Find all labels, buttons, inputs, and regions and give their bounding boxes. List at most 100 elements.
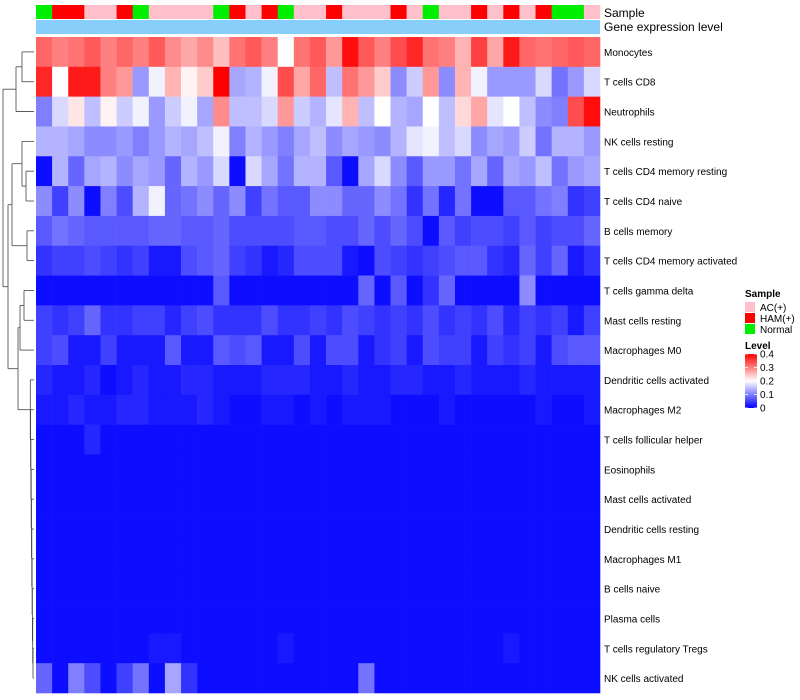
heatmap-cell [213, 365, 230, 396]
heatmap-cell [454, 126, 472, 157]
heatmap-cell [245, 305, 262, 336]
heatmap-cell [277, 37, 295, 68]
heatmap-cell [52, 66, 69, 97]
heatmap-cell [293, 394, 311, 425]
heatmap-cell [487, 245, 504, 276]
heatmap-cell [277, 663, 295, 694]
heatmap-cell [342, 245, 359, 276]
heatmap-cell [406, 365, 424, 396]
row-label: NK cells resting [604, 137, 673, 148]
heatmap-cell [567, 543, 585, 575]
heatmap-cell [342, 66, 359, 97]
heatmap-cell [390, 245, 407, 276]
heatmap-cell [181, 424, 198, 455]
heatmap-cell [261, 365, 279, 396]
heatmap-cell [52, 514, 69, 545]
heatmap-cell [390, 514, 407, 545]
heatmap-cell [374, 365, 391, 396]
heatmap-cell [261, 126, 279, 157]
heatmap-cell [358, 633, 375, 664]
heatmap-cell [374, 66, 391, 97]
heatmap-cell [519, 245, 536, 276]
heatmap-cell [342, 633, 359, 664]
heatmap-cell [471, 454, 488, 485]
heatmap-cell [454, 543, 472, 575]
heatmap-cell [132, 573, 150, 604]
heatmap-cell [213, 305, 230, 336]
heatmap-cell [84, 96, 101, 127]
heatmap-cell [471, 245, 488, 276]
heatmap-cell [551, 245, 569, 276]
heatmap-cell [438, 96, 456, 127]
heatmap-cell [471, 66, 488, 97]
heatmap-cell [422, 663, 440, 694]
heatmap-cell [148, 663, 166, 694]
heatmap-cell [148, 454, 166, 485]
heatmap-cell [503, 663, 520, 694]
heatmap-cell [197, 394, 214, 425]
heatmap-cell [471, 275, 488, 306]
heatmap-cell [454, 365, 472, 396]
heatmap-cell [293, 484, 311, 515]
heatmap-cell [471, 37, 488, 68]
heatmap-cell [454, 305, 472, 336]
heatmap-cell [116, 275, 133, 306]
heatmap-cell [293, 215, 311, 247]
heatmap-cell [358, 424, 375, 455]
heatmap-cell [519, 305, 536, 336]
heatmap-cell [583, 543, 601, 575]
heatmap-cell [358, 186, 375, 217]
heatmap-cell [52, 394, 69, 425]
heatmap-cell [583, 215, 601, 247]
heatmap-cell [213, 514, 230, 545]
heatmap-cell [471, 96, 488, 127]
heatmap-cell [84, 37, 101, 68]
heatmap-cell [567, 663, 585, 694]
heatmap-cell [197, 633, 214, 664]
heatmap-cell [52, 633, 69, 664]
row-labels: Monocytes T cells CD8 Neutrophils NK cells … [604, 48, 737, 685]
heatmap-cell [197, 603, 214, 634]
heatmap-cell [148, 66, 166, 97]
heatmap-cell [309, 633, 327, 664]
heatmap-cell [261, 186, 279, 217]
heatmap-cell [390, 633, 407, 664]
heatmap-cell [487, 394, 504, 425]
heatmap-cell [342, 543, 359, 575]
heatmap-cell [84, 305, 101, 336]
heatmap-cell [422, 394, 440, 425]
heatmap-cell [342, 424, 359, 455]
legend-sample-label: AC(+) [760, 303, 786, 314]
heatmap-cell [583, 424, 601, 455]
heatmap-cell [374, 454, 391, 485]
heatmap-cell [68, 573, 85, 604]
row-label: B cells memory [604, 227, 672, 238]
heatmap-cell [164, 365, 182, 396]
heatmap-cell [583, 663, 601, 694]
heatmap-cell [229, 663, 246, 694]
legend-level-title: Level [745, 341, 771, 352]
heatmap-cell [487, 275, 504, 306]
heatmap-cell [52, 215, 69, 247]
row-label: Mast cells activated [604, 495, 691, 506]
heatmap-cell [197, 365, 214, 396]
heatmap-cell [342, 37, 359, 68]
heatmap-cell [422, 335, 440, 366]
sample-annotation-cell [116, 5, 133, 19]
heatmap-cell [406, 335, 424, 366]
heatmap-cell [309, 305, 327, 336]
heatmap-cell [390, 573, 407, 604]
heatmap-cell [326, 365, 343, 396]
heatmap-cell [197, 96, 214, 127]
heatmap-cell [229, 96, 246, 127]
heatmap-cell [164, 245, 182, 276]
heatmap-cell [84, 245, 101, 276]
heatmap-cell [197, 126, 214, 157]
heatmap-cell [132, 186, 150, 217]
heatmap-cell [148, 215, 166, 247]
heatmap-cell [535, 126, 552, 157]
heatmap-cell [164, 275, 182, 306]
heatmap-cell [487, 633, 504, 664]
heatmap-cell [164, 186, 182, 217]
heatmap-cell [342, 215, 359, 247]
